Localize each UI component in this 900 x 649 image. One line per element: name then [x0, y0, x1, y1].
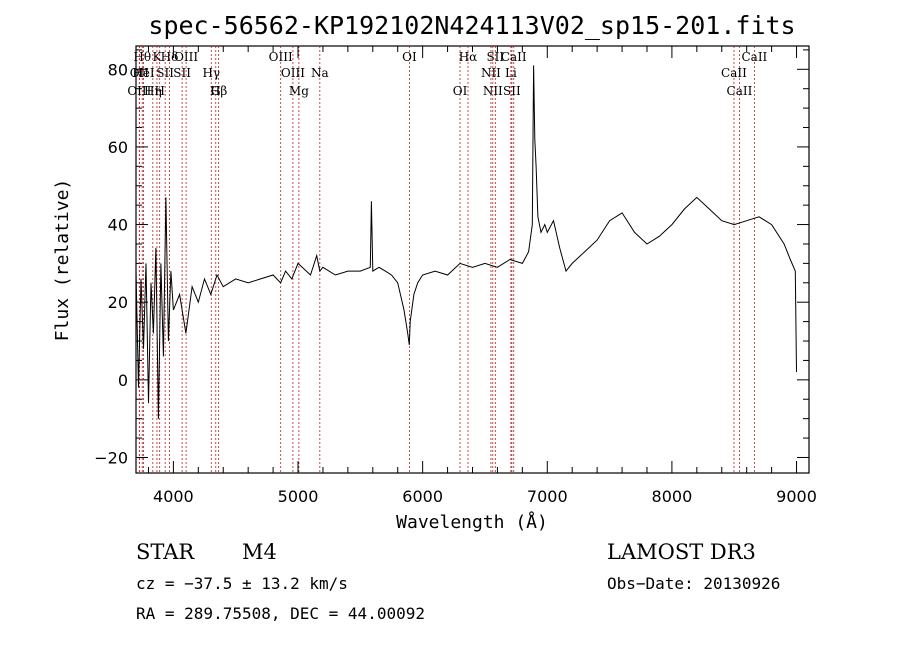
y-tick-label: −20 — [94, 448, 128, 467]
object-class: STAR — [136, 540, 195, 564]
line-label: Hδ — [161, 50, 179, 64]
x-tick-label: 8000 — [652, 487, 693, 506]
y-axis-label: Flux (relative) — [52, 179, 73, 342]
line-label: CaII — [501, 50, 527, 64]
x-tick-label: 4000 — [153, 487, 194, 506]
line-label: NII — [481, 66, 501, 80]
x-axis-label: Wavelength (Å) — [396, 511, 548, 533]
spectral-line-labels: OIIOIIIHθHeIHηKHSIIHδSIIOIIIHγGHβOIIIOII… — [127, 50, 767, 98]
line-label: Hα — [459, 50, 478, 64]
y-tick-label: 0 — [118, 371, 128, 390]
observation-date: Obs−Date: 20130926 — [607, 574, 780, 593]
spectral-line-markers — [138, 46, 755, 473]
line-label: SII — [156, 66, 174, 80]
line-label: OI — [402, 50, 417, 64]
line-label: HeI — [132, 66, 155, 80]
redshift-cz: cz = −37.5 ± 13.2 km/s — [136, 574, 348, 593]
line-label: Hθ — [133, 50, 151, 64]
ra-dec: RA = 289.75508, DEC = 44.00092 — [136, 604, 425, 623]
line-label: OIII — [127, 84, 151, 98]
line-label: Hβ — [210, 84, 227, 98]
line-label: Hη — [144, 84, 162, 98]
y-tick-label: 20 — [108, 293, 128, 312]
line-label: SII — [173, 66, 191, 80]
line-label: OIII — [174, 50, 198, 64]
line-label: CaII — [727, 84, 753, 98]
line-label: NII — [483, 84, 503, 98]
object-subclass: M4 — [242, 540, 277, 564]
flux-series-line — [135, 65, 797, 419]
line-label: OIII — [269, 50, 293, 64]
line-label: SII — [503, 84, 521, 98]
line-label: H — [154, 84, 164, 98]
line-label: CaII — [741, 50, 767, 64]
y-tick-label: 40 — [108, 216, 128, 235]
line-label: K — [152, 50, 162, 64]
line-label: G — [211, 84, 221, 98]
chart-title: spec-56562-KP192102N424113V02_sp15-201.f… — [148, 11, 795, 40]
line-label: CaII — [721, 66, 747, 80]
line-label: Mg — [289, 84, 309, 98]
line-label: OII — [130, 66, 150, 80]
plot-frame — [135, 45, 810, 474]
line-label: OI — [453, 84, 468, 98]
y-tick-label: 60 — [108, 138, 128, 157]
x-tick-label: 6000 — [402, 487, 443, 506]
line-label: Li — [505, 66, 517, 80]
x-tick-label: 7000 — [527, 487, 568, 506]
line-label: OIII — [281, 66, 305, 80]
axis-ticks: 4000 5000 6000 7000 8000 9000 −20 0 20 40 60 80 — [94, 46, 817, 506]
line-label: Na — [311, 66, 329, 80]
x-tick-label: 5000 — [278, 487, 319, 506]
line-label: Hγ — [202, 66, 220, 80]
survey-name: LAMOST DR3 — [607, 540, 756, 564]
x-tick-label: 9000 — [776, 487, 817, 506]
y-tick-label: 80 — [108, 60, 128, 79]
line-label: SII — [486, 50, 504, 64]
